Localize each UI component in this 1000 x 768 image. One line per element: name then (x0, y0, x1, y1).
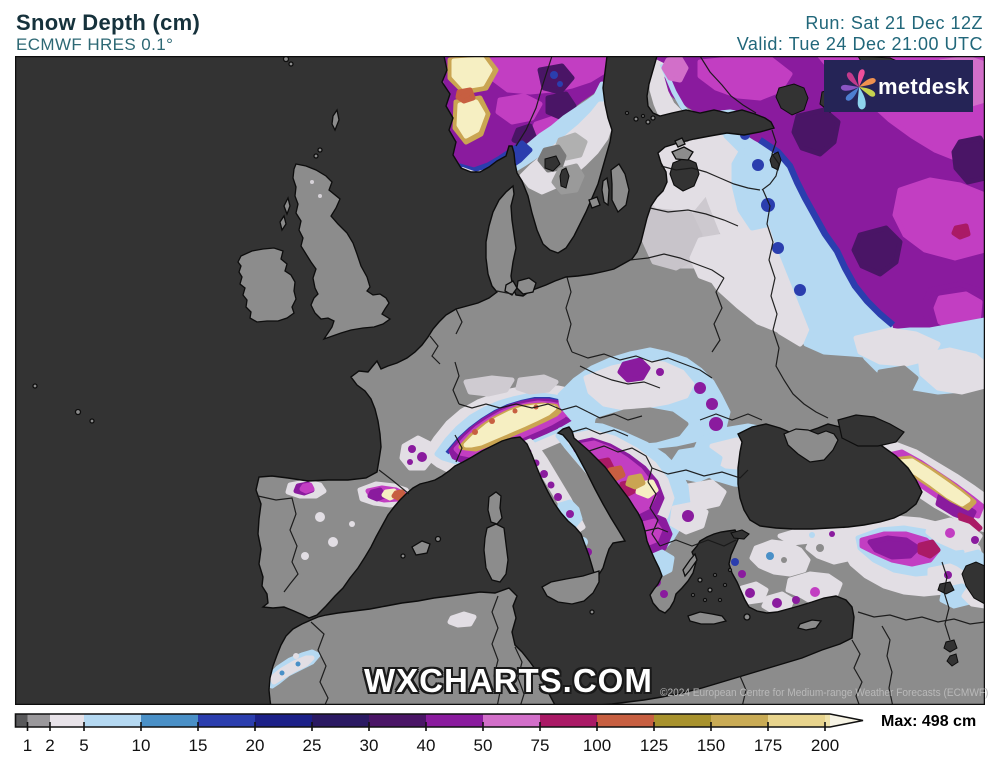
svg-text:75: 75 (531, 736, 550, 755)
svg-text:2: 2 (45, 736, 54, 755)
svg-text:30: 30 (360, 736, 379, 755)
svg-text:100: 100 (583, 736, 611, 755)
svg-text:125: 125 (640, 736, 668, 755)
svg-text:15: 15 (189, 736, 208, 755)
svg-text:25: 25 (303, 736, 322, 755)
svg-text:40: 40 (417, 736, 436, 755)
svg-text:1: 1 (23, 736, 32, 755)
svg-text:175: 175 (754, 736, 782, 755)
svg-text:200: 200 (811, 736, 839, 755)
svg-text:50: 50 (474, 736, 493, 755)
svg-text:Max: 498 cm: Max: 498 cm (881, 713, 976, 730)
svg-text:20: 20 (246, 736, 265, 755)
svg-text:150: 150 (697, 736, 725, 755)
svg-text:5: 5 (79, 736, 88, 755)
svg-text:10: 10 (132, 736, 151, 755)
